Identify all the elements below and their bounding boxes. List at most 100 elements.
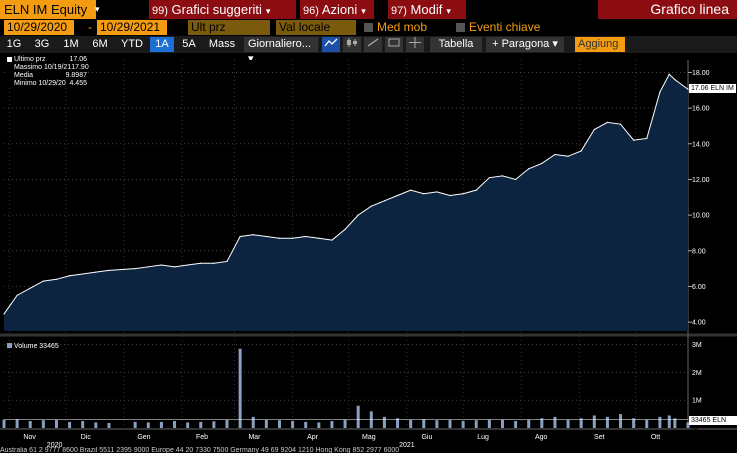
price-point — [528, 168, 530, 170]
volume-bar — [251, 416, 255, 428]
range-ytd[interactable]: YTD — [121, 38, 143, 50]
volume-bar — [422, 419, 426, 428]
price-point — [410, 189, 412, 191]
price-point — [580, 150, 582, 152]
volume-bar — [54, 419, 58, 428]
price-point — [501, 175, 504, 177]
price-point — [449, 194, 451, 197]
range-3g[interactable]: 3G — [34, 38, 50, 50]
price-point — [633, 139, 635, 141]
last-price-label: 17.06 ELN IM — [689, 84, 736, 93]
volume-bar — [41, 420, 45, 428]
price-point — [606, 121, 609, 124]
annotate-icon[interactable] — [385, 37, 403, 52]
month-label: Ott — [651, 434, 660, 441]
volume-bar — [2, 419, 6, 428]
price-point — [3, 313, 5, 315]
volume-bar — [553, 416, 557, 428]
month-label: Lug — [477, 434, 489, 441]
price-point — [239, 235, 241, 238]
key-events-checkbox[interactable] — [456, 23, 465, 32]
price-point — [108, 269, 110, 271]
price-point — [278, 237, 281, 239]
price-point — [187, 264, 189, 266]
volume-bar — [238, 348, 242, 428]
volume-bar — [645, 419, 649, 428]
range-max[interactable]: Mass — [208, 38, 236, 50]
range-5a[interactable]: 5A — [182, 38, 196, 50]
ticker-dropdown-icon[interactable]: ▾ — [95, 4, 100, 14]
chart-area[interactable]: 18.00 16.00 14.00 12.00 10.00 8.00 6.00 4.00 3M 2… — [0, 53, 737, 453]
price-chart-svg[interactable]: 18.00 16.00 14.00 12.00 10.00 8.00 6.00 4.00 3M 2… — [0, 53, 737, 453]
suggested-charts-menu[interactable]: 99) Grafici suggeriti ▾ — [149, 0, 296, 19]
volume-bar — [448, 419, 452, 428]
price-point — [213, 262, 215, 264]
range-1g[interactable]: 1G — [6, 38, 22, 50]
price-tick-label: 10.00 — [692, 213, 710, 220]
price-point — [674, 79, 676, 81]
volume-tick-label: 2M — [692, 370, 702, 377]
price-point — [462, 193, 464, 195]
price-field-select[interactable]: Ult prz — [188, 20, 270, 35]
footer-contacts: Australia 61 2 9777 8600 Brazil 5511 239… — [0, 447, 400, 453]
volume-bar — [81, 421, 85, 428]
range-1m[interactable]: 1M — [63, 38, 79, 50]
actions-menu[interactable]: 96) Azioni ▾ — [300, 0, 374, 19]
price-point — [659, 91, 661, 93]
candlestick-icon[interactable] — [343, 37, 361, 52]
edit-menu[interactable]: 97) Modif ▾ — [388, 0, 466, 19]
volume-bar — [146, 422, 150, 428]
volume-bar — [579, 418, 583, 428]
volume-bar — [199, 421, 203, 428]
volume-bar — [667, 415, 671, 428]
volume-bar — [527, 419, 531, 428]
month-label: Ago — [535, 434, 548, 441]
volume-bar — [673, 418, 677, 428]
price-point — [82, 273, 84, 275]
month-label: Apr — [307, 434, 319, 441]
currency-select[interactable]: Val locale — [276, 20, 356, 35]
price-tick-label: 18.00 — [692, 70, 710, 77]
volume-bar — [382, 416, 386, 428]
volume-bar — [592, 415, 596, 428]
price-tick-label: 8.00 — [692, 248, 706, 255]
price-point — [200, 262, 202, 264]
start-date-field[interactable]: 10/29/2020 — [4, 20, 74, 35]
volume-bar — [409, 419, 413, 428]
month-label: Gen — [137, 434, 150, 441]
volume-bar — [619, 414, 623, 428]
volume-bar — [540, 418, 544, 428]
period-select[interactable]: Giornaliero... ▾ — [244, 37, 318, 65]
volume-bar — [605, 416, 609, 428]
price-point — [646, 137, 648, 140]
volume-bar — [94, 422, 98, 428]
ticker-field[interactable]: ELN IM Equity — [0, 0, 96, 19]
volume-bar — [500, 419, 504, 428]
price-point — [668, 73, 670, 75]
price-point — [29, 287, 31, 289]
end-date-field[interactable]: 10/29/2021 — [97, 20, 167, 35]
month-label: Mag — [362, 434, 376, 441]
range-6m[interactable]: 6M — [92, 38, 108, 50]
volume-legend: Volume 33465 — [7, 343, 59, 351]
price-point — [396, 194, 399, 197]
volume-bar — [658, 416, 662, 428]
price-point — [68, 275, 71, 277]
add-button[interactable]: Aggiung — [575, 37, 625, 52]
price-point — [687, 88, 689, 90]
year-label: 2021 — [399, 442, 415, 449]
table-button[interactable]: Tabella — [430, 37, 482, 52]
draw-tool-icon[interactable] — [364, 37, 382, 52]
volume-tick-label: 3M — [692, 342, 702, 349]
crosshair-icon[interactable] — [406, 37, 424, 52]
line-chart-icon[interactable] — [322, 37, 340, 52]
month-label: Set — [594, 434, 605, 441]
range-1a[interactable]: 1A — [150, 37, 174, 52]
price-tick-label: 14.00 — [692, 141, 710, 148]
volume-bar — [28, 421, 32, 428]
price-point — [619, 123, 622, 125]
price-point — [331, 239, 333, 241]
volume-bar — [304, 421, 308, 428]
moving-average-checkbox[interactable] — [364, 23, 373, 32]
compare-button[interactable]: + Paragona ▾ — [486, 37, 564, 52]
